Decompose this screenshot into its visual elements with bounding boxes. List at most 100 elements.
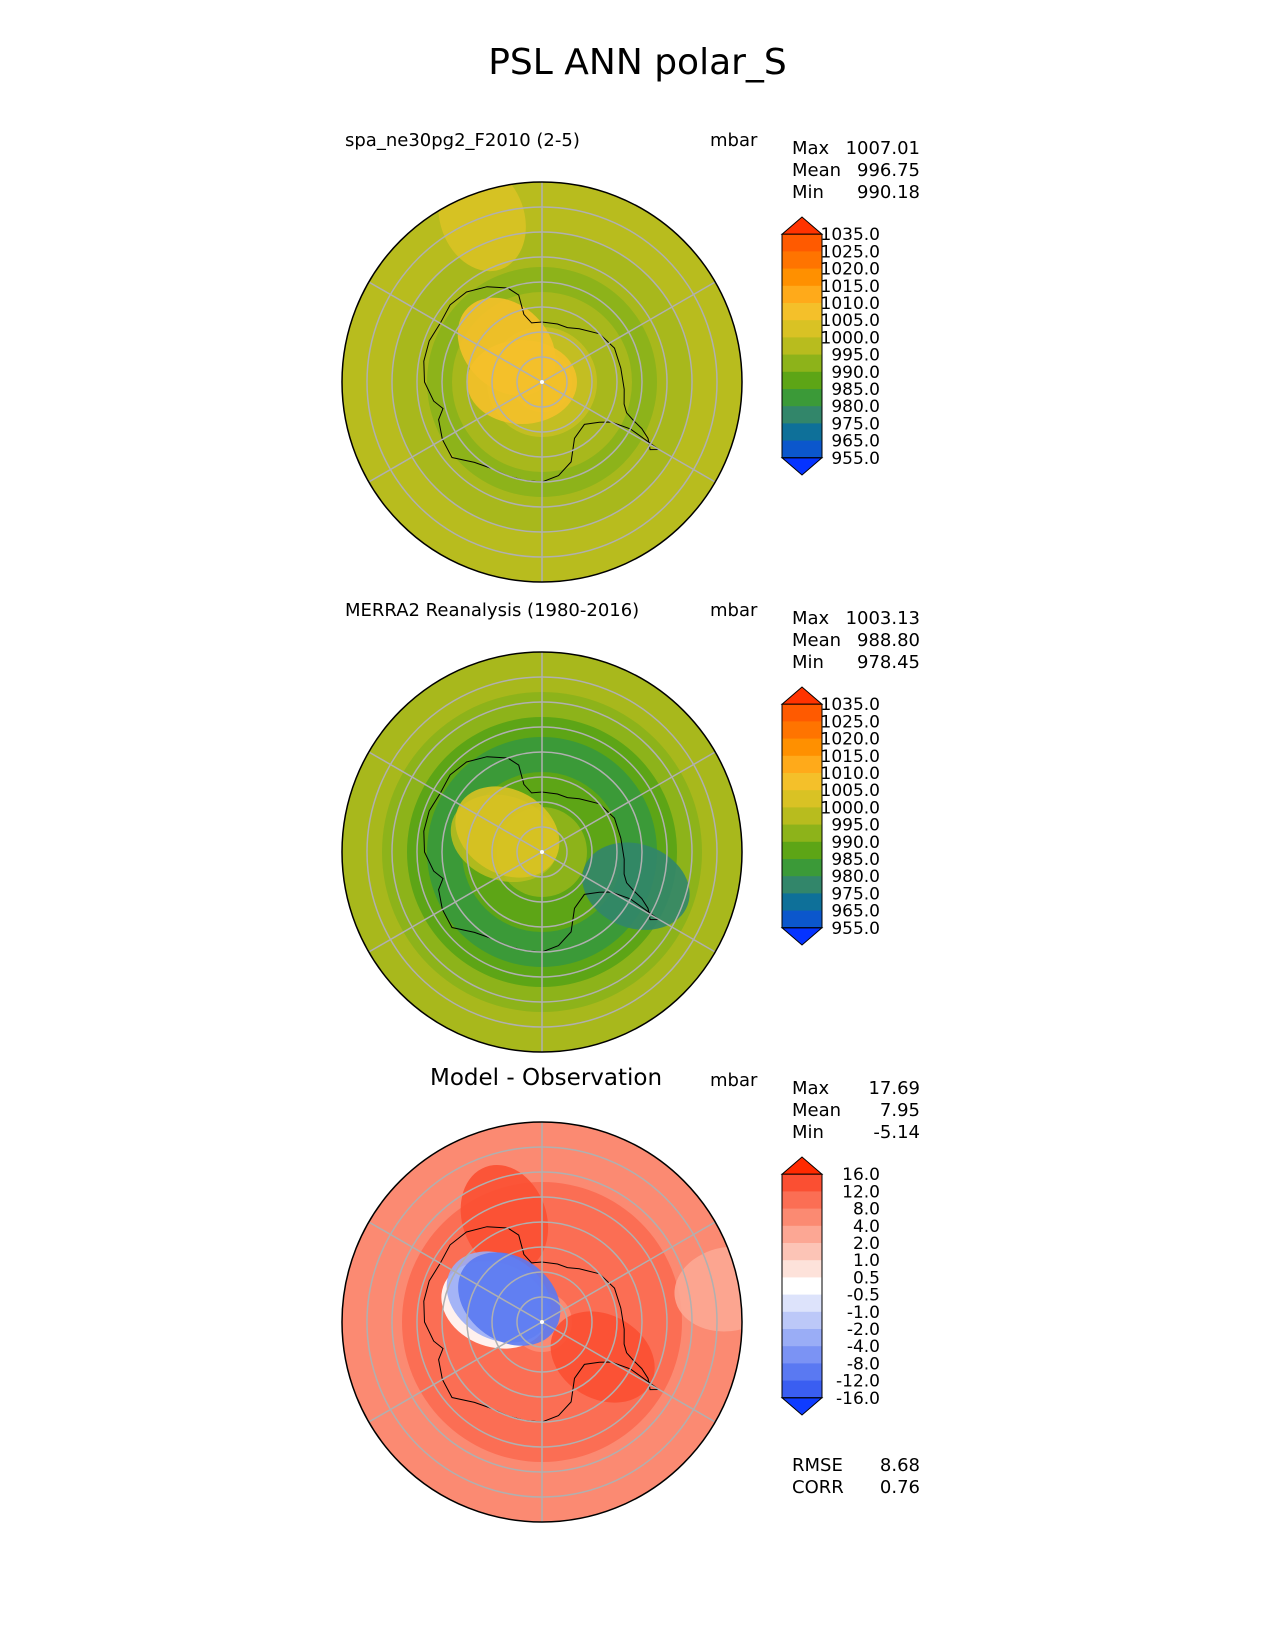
colorbar-segment (782, 1174, 822, 1192)
colorbar-segment (782, 841, 822, 860)
colorbar-segment (782, 721, 822, 740)
colorbar-tick-label: -1.0 (847, 1303, 880, 1323)
panel-title: Model - Observation (430, 1065, 663, 1091)
pole-marker (540, 850, 544, 854)
colorbar-tick-label: 1010.0 (821, 764, 880, 784)
colorbar: 16.012.08.04.02.01.00.5-0.5-1.0-2.0-4.0-… (780, 1156, 880, 1416)
colorbar: 1035.01025.01020.01015.01010.01005.01000… (780, 216, 880, 476)
colorbar-segment (782, 704, 822, 722)
field-patch (467, 340, 577, 424)
coastline (423, 286, 661, 483)
colorbar-tick-label: 965.0 (831, 902, 880, 922)
colorbar-segment (782, 910, 822, 929)
colorbar-segment (782, 285, 822, 304)
coastline (423, 756, 661, 953)
colorbar-tick-label: 955.0 (831, 449, 880, 469)
stats-box: Max 1003.13 Mean 988.80 Min 978.45 (792, 608, 920, 674)
graticule-lon (368, 1321, 543, 1423)
graticule-lon (368, 851, 543, 953)
stat-row: Mean 7.95 (792, 1100, 920, 1122)
colorbar-segment (782, 1294, 822, 1313)
colorbar-extend-top (780, 1156, 824, 1175)
colorbar-segment (782, 337, 822, 356)
stats-box: Max 17.69 Mean 7.95 Min -5.14 (792, 1078, 920, 1144)
stat-label: Max (792, 138, 830, 159)
colorbar-tick-label: 990.0 (831, 363, 880, 383)
units-label: mbar (710, 600, 758, 621)
pole-marker (540, 1320, 544, 1324)
field-patch (674, 1246, 742, 1332)
colorbar-segment (782, 423, 822, 442)
colorbar-extend-top (780, 686, 824, 705)
colorbar-tick-label: 1005.0 (821, 781, 880, 801)
graticule-lon (541, 1221, 716, 1323)
colorbar-segment (782, 824, 822, 843)
polar-map (341, 651, 743, 1053)
colorbar-segment (782, 1191, 822, 1210)
map-border (341, 651, 743, 1053)
field-patch (460, 1164, 549, 1273)
stat-label: Min (792, 182, 824, 203)
colorbar-segment (782, 1346, 822, 1364)
stat-value: 1007.01 (845, 138, 920, 159)
metric-value: 0.76 (879, 1477, 920, 1498)
colorbar-tick-label: 980.0 (831, 397, 880, 417)
colorbar-segment (782, 738, 822, 757)
polar-map (341, 1121, 743, 1523)
coastline (423, 1226, 661, 1423)
graticule-lon (541, 1321, 716, 1423)
colorbar-tick-label: -16.0 (836, 1389, 880, 1409)
colorbar-segment (782, 320, 822, 338)
colorbar-segment (782, 1208, 822, 1227)
pole-marker (540, 380, 544, 384)
colorbar-segment (782, 1277, 822, 1296)
colorbar-tick-label: -12.0 (836, 1372, 880, 1392)
graticule-lon (368, 381, 543, 483)
colorbar-segment (782, 1260, 822, 1278)
colorbar-extend-top (780, 216, 824, 235)
stat-value: 996.75 (857, 160, 920, 181)
stat-row: Mean 988.80 (792, 630, 920, 652)
colorbar-segment (782, 893, 822, 912)
colorbar-segment (782, 268, 822, 287)
map-border (341, 181, 743, 583)
colorbar-tick-label: 1025.0 (821, 242, 880, 262)
colorbar-segment (782, 807, 822, 826)
stat-label: Mean (792, 160, 842, 181)
stat-label: Mean (792, 630, 842, 651)
graticule-lon (541, 851, 716, 953)
colorbar-segment (782, 1380, 822, 1399)
stat-row: Max 1007.01 (792, 138, 920, 160)
colorbar-tick-label: 1020.0 (821, 260, 880, 280)
stats-box: Max 1007.01 Mean 996.75 Min 990.18 (792, 138, 920, 204)
colorbar-segment (782, 440, 822, 459)
stat-row: Min 978.45 (792, 652, 920, 674)
colorbar-segment (782, 234, 822, 252)
units-label: mbar (710, 1070, 758, 1091)
colorbar-extend-bottom (780, 1397, 824, 1416)
metrics-box: RMSE 8.68 CORR 0.76 (792, 1455, 920, 1499)
colorbar-tick-label: 985.0 (831, 850, 880, 870)
colorbar-tick-label: 975.0 (831, 414, 880, 434)
metric-row: RMSE 8.68 (792, 1455, 920, 1477)
colorbar-extend-bottom (780, 927, 824, 946)
graticule-lon (368, 751, 543, 853)
colorbar-segment (782, 1311, 822, 1330)
stat-label: Max (792, 1078, 830, 1099)
stat-label: Max (792, 608, 830, 629)
stat-row: Max 1003.13 (792, 608, 920, 630)
colorbar-tick-label: -2.0 (847, 1320, 880, 1340)
colorbar-tick-label: 1035.0 (821, 695, 880, 715)
graticule-lon (541, 751, 716, 853)
stat-label: Min (792, 652, 824, 673)
colorbar-tick-label: 2.0 (853, 1234, 880, 1254)
colorbar-tick-label: 1000.0 (821, 328, 880, 348)
colorbar-segment (782, 354, 822, 373)
colorbar-tick-label: -4.0 (847, 1337, 880, 1357)
stat-value: 1003.13 (845, 608, 920, 629)
colorbar-extend-bottom (780, 457, 824, 476)
colorbar-tick-label: 8.0 (853, 1200, 880, 1220)
stat-row: Min -5.14 (792, 1122, 920, 1144)
stat-label: Min (792, 1122, 824, 1143)
panel-title: spa_ne30pg2_F2010 (2-5) (345, 130, 580, 151)
